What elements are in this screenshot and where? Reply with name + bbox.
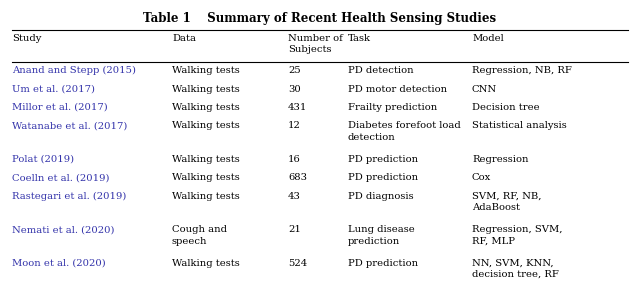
Text: Data: Data — [172, 34, 196, 43]
Text: Cough and
speech: Cough and speech — [172, 225, 227, 246]
Text: Frailty prediction: Frailty prediction — [348, 103, 437, 112]
Text: Anand and Stepp (2015): Anand and Stepp (2015) — [12, 66, 136, 75]
Text: 524: 524 — [288, 259, 307, 268]
Text: Millor et al. (2017): Millor et al. (2017) — [12, 103, 108, 112]
Text: Cox: Cox — [472, 173, 492, 182]
Text: Table 1    Summary of Recent Health Sensing Studies: Table 1 Summary of Recent Health Sensing… — [143, 12, 497, 25]
Text: Diabetes forefoot load
detection: Diabetes forefoot load detection — [348, 121, 461, 142]
Text: Study: Study — [12, 34, 42, 43]
Text: Rastegari et al. (2019): Rastegari et al. (2019) — [12, 192, 126, 201]
Text: 30: 30 — [288, 84, 301, 94]
Text: Walking tests: Walking tests — [172, 173, 240, 182]
Text: 16: 16 — [288, 155, 301, 164]
Text: Walking tests: Walking tests — [172, 66, 240, 75]
Text: PD detection: PD detection — [348, 66, 413, 75]
Text: Moon et al. (2020): Moon et al. (2020) — [12, 259, 106, 268]
Text: Polat (2019): Polat (2019) — [12, 155, 74, 164]
Text: Number of
Subjects: Number of Subjects — [288, 34, 343, 54]
Text: 683: 683 — [288, 173, 307, 182]
Text: Walking tests: Walking tests — [172, 121, 240, 131]
Text: 25: 25 — [288, 66, 301, 75]
Text: Walking tests: Walking tests — [172, 103, 240, 112]
Text: Regression: Regression — [472, 155, 529, 164]
Text: PD prediction: PD prediction — [348, 155, 418, 164]
Text: PD prediction: PD prediction — [348, 173, 418, 182]
Text: SVM, RF, NB,
AdaBoost: SVM, RF, NB, AdaBoost — [472, 192, 541, 212]
Text: CNN: CNN — [472, 84, 497, 94]
Text: 43: 43 — [288, 192, 301, 201]
Text: 21: 21 — [288, 225, 301, 234]
Text: Statistical analysis: Statistical analysis — [472, 121, 567, 131]
Text: Task: Task — [348, 34, 371, 43]
Text: PD prediction: PD prediction — [348, 259, 418, 268]
Text: PD diagnosis: PD diagnosis — [348, 192, 413, 201]
Text: Nemati et al. (2020): Nemati et al. (2020) — [12, 225, 115, 234]
Text: Regression, SVM,
RF, MLP: Regression, SVM, RF, MLP — [472, 225, 563, 246]
Text: Watanabe et al. (2017): Watanabe et al. (2017) — [12, 121, 127, 131]
Text: 431: 431 — [288, 103, 307, 112]
Text: NN, SVM, KNN,
decision tree, RF: NN, SVM, KNN, decision tree, RF — [472, 259, 559, 279]
Text: Walking tests: Walking tests — [172, 259, 240, 268]
Text: Lung disease
prediction: Lung disease prediction — [348, 225, 415, 246]
Text: PD motor detection: PD motor detection — [348, 84, 447, 94]
Text: Um et al. (2017): Um et al. (2017) — [12, 84, 95, 94]
Text: Regression, NB, RF: Regression, NB, RF — [472, 66, 572, 75]
Text: Coelln et al. (2019): Coelln et al. (2019) — [12, 173, 109, 182]
Text: 12: 12 — [288, 121, 301, 131]
Text: Walking tests: Walking tests — [172, 84, 240, 94]
Text: Model: Model — [472, 34, 504, 43]
Text: Walking tests: Walking tests — [172, 155, 240, 164]
Text: Walking tests: Walking tests — [172, 192, 240, 201]
Text: Decision tree: Decision tree — [472, 103, 540, 112]
